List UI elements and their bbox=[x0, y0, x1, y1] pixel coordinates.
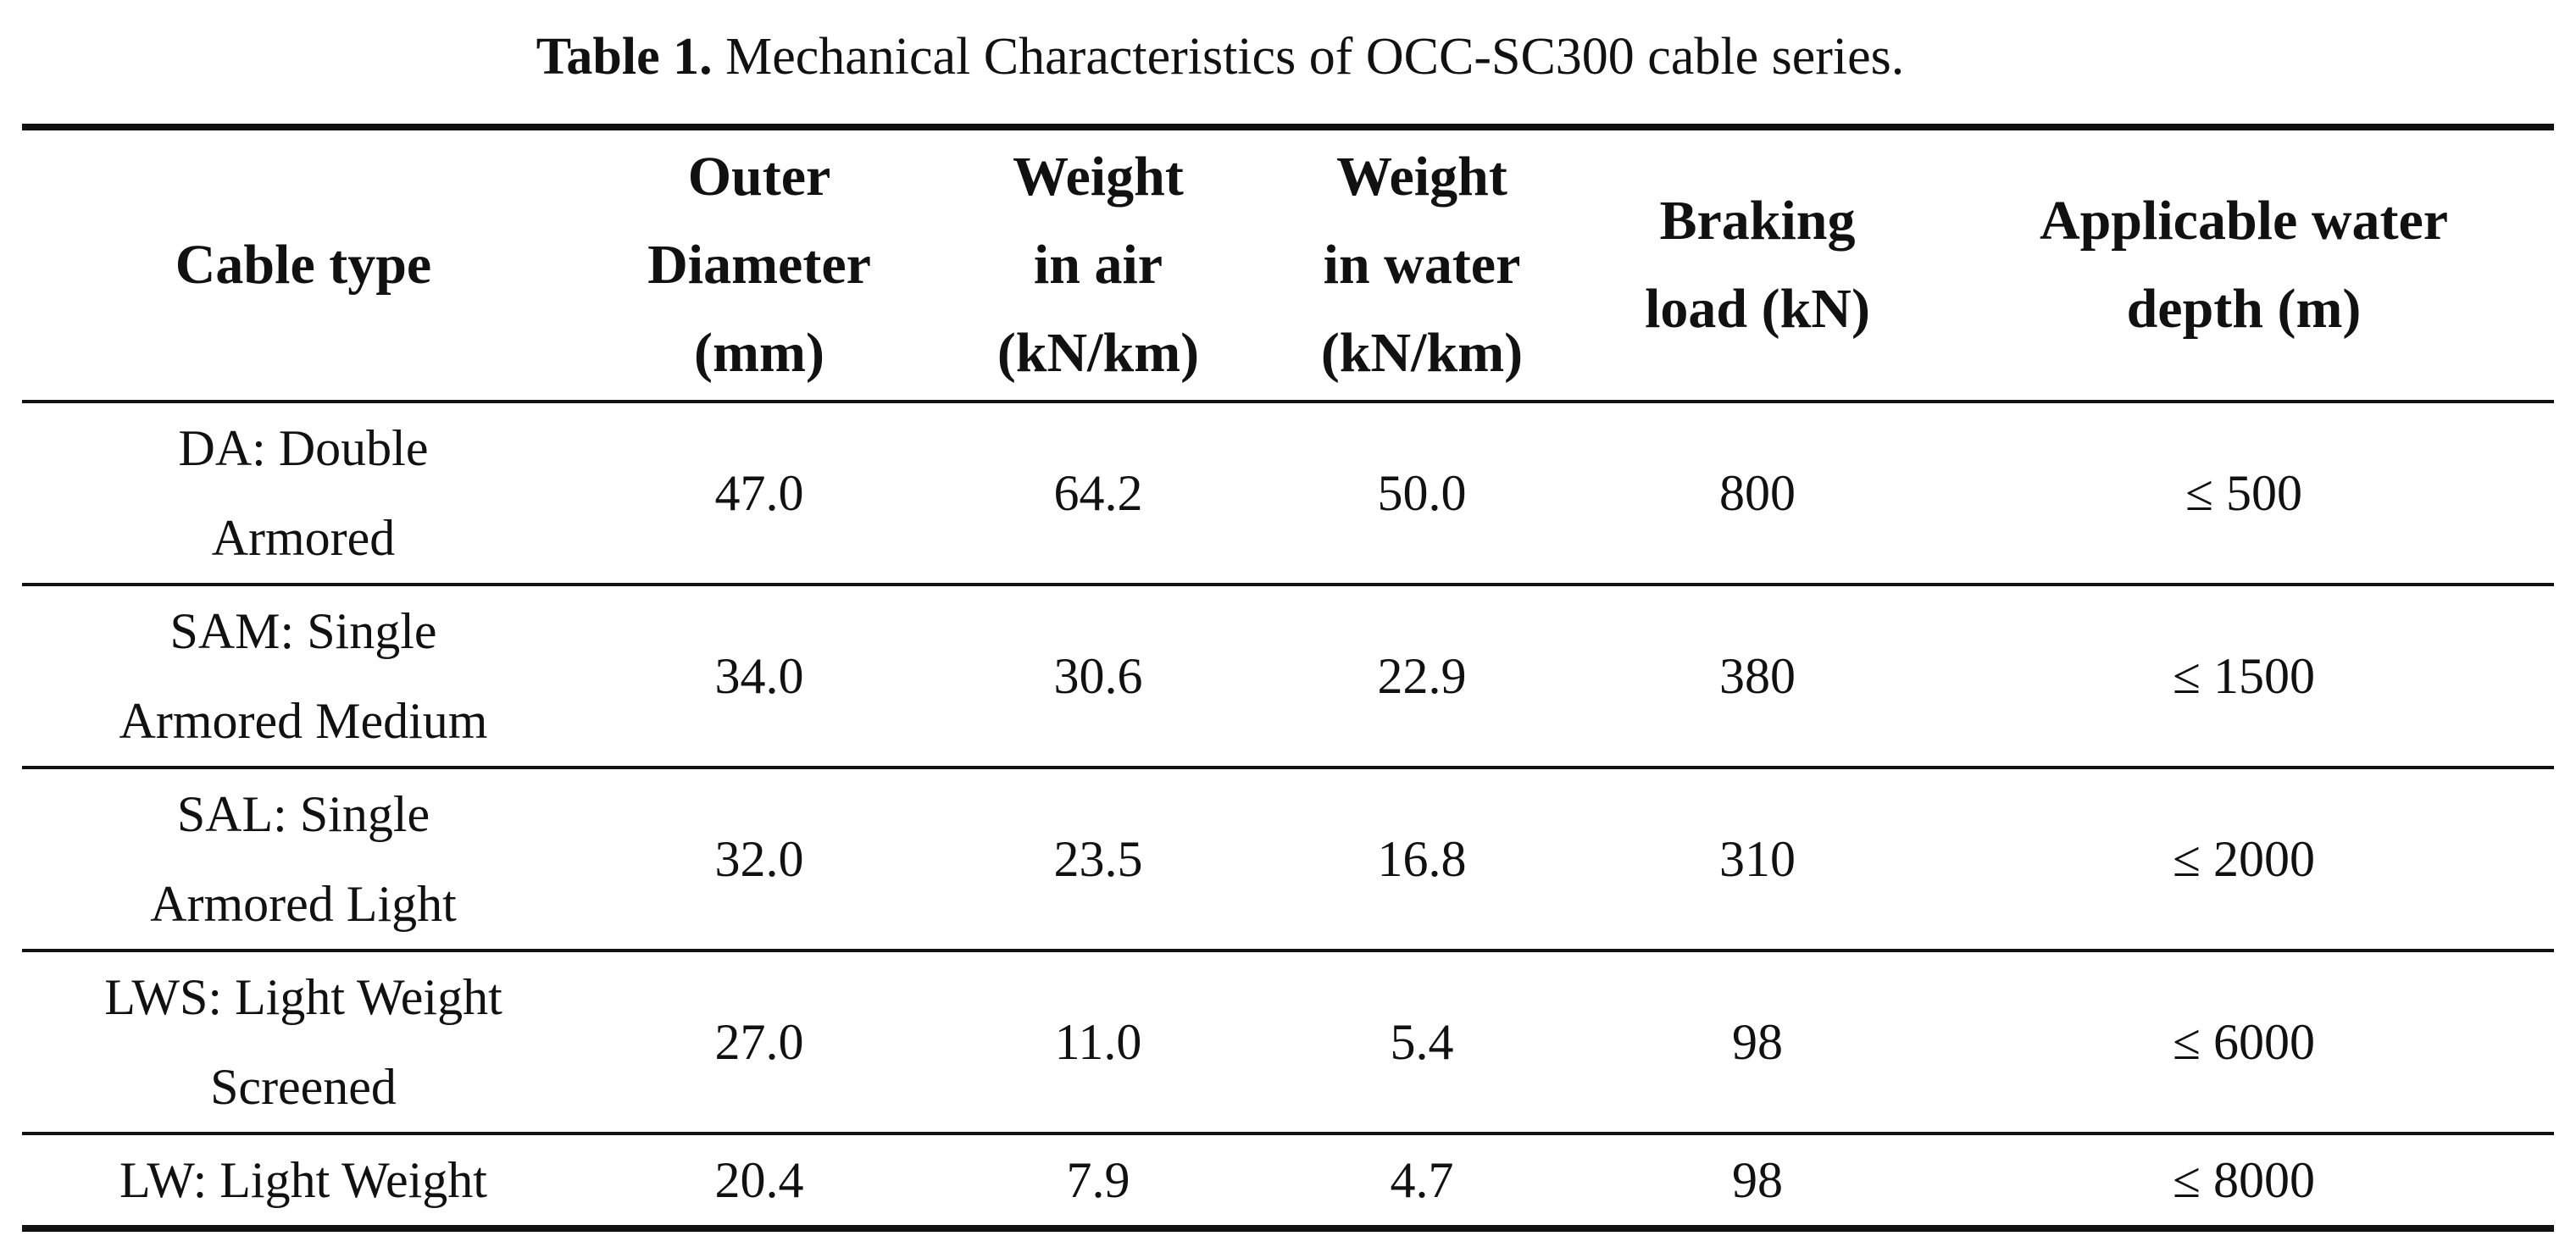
cell-weight-water: 16.8 bbox=[1263, 768, 1581, 952]
header-weight-in-water: Weight in water (kN/km) bbox=[1263, 127, 1581, 403]
cell-water-depth: ≤ 500 bbox=[1934, 402, 2554, 586]
table-row: SAM: Single Armored Medium 34.0 30.6 22.… bbox=[22, 585, 2554, 769]
cell-weight-water: 4.7 bbox=[1390, 1152, 1454, 1208]
table-caption-label: Table 1. bbox=[536, 28, 713, 86]
header-outer-diameter: Outer Diameter (mm) bbox=[585, 127, 934, 403]
cable-type-line: LW: Light Weight bbox=[119, 1152, 487, 1208]
header-line: Applicable water bbox=[2039, 190, 2449, 252]
cable-type-line: SAL: Single bbox=[176, 786, 430, 842]
cable-type-line: Armored bbox=[211, 510, 396, 566]
cable-characteristics-table: Cable type Outer Diameter (mm) Weight in… bbox=[22, 124, 2554, 1232]
header-line: depth (m) bbox=[2126, 278, 2362, 340]
cell-braking-load: 98 bbox=[1732, 1152, 1783, 1208]
cell-weight-air: 30.6 bbox=[934, 585, 1263, 769]
cell-outer-diameter: 47.0 bbox=[585, 402, 934, 586]
cell-cable-type: DA: Double Armored bbox=[22, 402, 585, 586]
header-line: Outer bbox=[687, 146, 831, 208]
cell-weight-air: 23.5 bbox=[934, 768, 1263, 952]
cell-braking-load: 310 bbox=[1581, 768, 1934, 952]
cell-braking-load: 800 bbox=[1581, 402, 1934, 586]
cell-water-depth: ≤ 6000 bbox=[1934, 951, 2554, 1135]
header-line: Braking bbox=[1659, 190, 1856, 252]
header-row: Cable type Outer Diameter (mm) Weight in… bbox=[22, 127, 2554, 403]
cell-outer-diameter: 27.0 bbox=[585, 951, 934, 1135]
table-row: LW: Light Weight 20.4 7.9 4.7 98 ≤ 8000 bbox=[22, 1133, 2554, 1228]
cell-weight-air: 7.9 bbox=[1066, 1152, 1130, 1208]
cell-weight-water: 22.9 bbox=[1263, 585, 1581, 769]
header-line: load (kN) bbox=[1645, 278, 1870, 340]
cell-water-depth: ≤ 2000 bbox=[1934, 768, 2554, 952]
cell-cable-type: LW: Light Weight bbox=[22, 1133, 585, 1228]
cell-water-depth: ≤ 1500 bbox=[1934, 585, 2554, 769]
cell-outer-diameter: 20.4 bbox=[714, 1152, 804, 1208]
cable-type-line: SAM: Single bbox=[169, 603, 437, 659]
cell-braking-load: 98 bbox=[1581, 951, 1934, 1135]
header-braking-load: Braking load (kN) bbox=[1581, 127, 1934, 403]
header-line: (kN/km) bbox=[997, 322, 1200, 384]
cell-weight-air: 11.0 bbox=[934, 951, 1263, 1135]
cell-weight-water: 50.0 bbox=[1263, 402, 1581, 586]
cell-weight-water: 5.4 bbox=[1263, 951, 1581, 1135]
header-line: Weight bbox=[1336, 146, 1507, 208]
header-water-depth: Applicable water depth (m) bbox=[1934, 127, 2554, 403]
table-row: SAL: Single Armored Light 32.0 23.5 16.8… bbox=[22, 768, 2554, 952]
cell-cable-type: SAM: Single Armored Medium bbox=[22, 585, 585, 769]
header-cable-type: Cable type bbox=[22, 127, 585, 403]
cell-weight-air: 64.2 bbox=[934, 402, 1263, 586]
header-line: (mm) bbox=[694, 322, 824, 384]
table-body: DA: Double Armored 47.0 64.2 50.0 800 ≤ … bbox=[22, 402, 2554, 1228]
cable-type-line: LWS: Light Weight bbox=[104, 969, 502, 1025]
cable-type-line: DA: Double bbox=[178, 420, 429, 476]
cable-type-line: Armored Medium bbox=[119, 693, 488, 749]
header-line: (kN/km) bbox=[1320, 322, 1524, 384]
header-line: Cable type bbox=[175, 234, 432, 296]
header-line: Weight bbox=[1013, 146, 1184, 208]
cell-cable-type: LWS: Light Weight Screened bbox=[22, 951, 585, 1135]
table-header: Cable type Outer Diameter (mm) Weight in… bbox=[22, 127, 2554, 403]
table-caption-text: Mechanical Characteristics of OCC-SC300 … bbox=[725, 28, 1905, 86]
cell-outer-diameter: 34.0 bbox=[585, 585, 934, 769]
table-caption: Table 1. Mechanical Characteristics of O… bbox=[0, 19, 2440, 95]
header-line: Diameter bbox=[647, 234, 871, 296]
header-line: in water bbox=[1323, 234, 1521, 296]
cell-braking-load: 380 bbox=[1581, 585, 1934, 769]
cable-type-line: Armored Light bbox=[150, 876, 457, 932]
table-row: DA: Double Armored 47.0 64.2 50.0 800 ≤ … bbox=[22, 402, 2554, 586]
header-line: in air bbox=[1033, 234, 1163, 296]
table-row: LWS: Light Weight Screened 27.0 11.0 5.4… bbox=[22, 951, 2554, 1135]
header-weight-in-air: Weight in air (kN/km) bbox=[934, 127, 1263, 403]
cable-type-line: Screened bbox=[210, 1059, 397, 1115]
cell-outer-diameter: 32.0 bbox=[585, 768, 934, 952]
cell-water-depth: ≤ 8000 bbox=[2173, 1152, 2315, 1208]
cell-cable-type: SAL: Single Armored Light bbox=[22, 768, 585, 952]
